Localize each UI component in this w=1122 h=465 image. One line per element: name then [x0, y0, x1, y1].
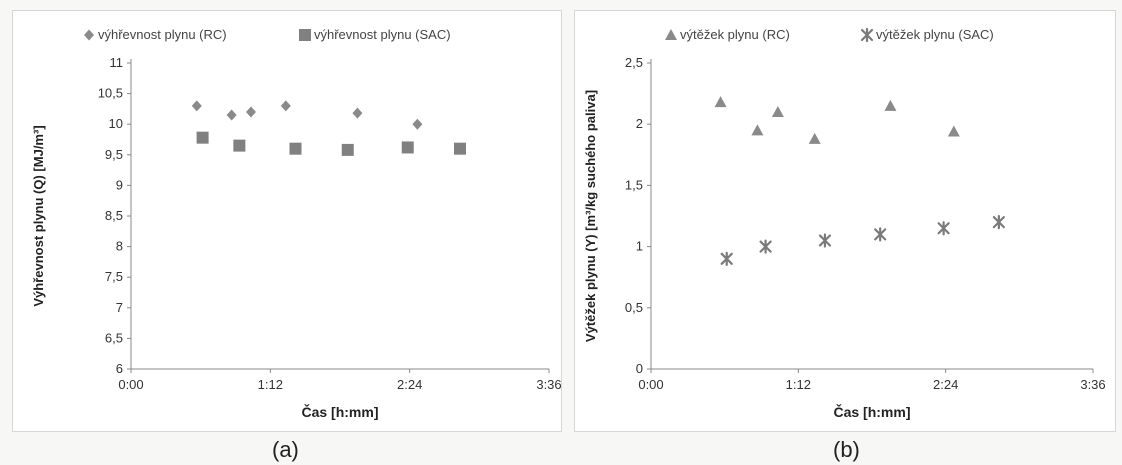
chart-panel-a: 6 6,5 7 7,5 8 8,5 9 9,5 10 10,5 11 0:00 1:12 2:24 3:36…	[12, 10, 562, 432]
chart-b-point-triangle	[714, 96, 727, 108]
chart-a-x-tick-label: 3:36	[536, 377, 561, 392]
chart-a-y-tick-label: 10,5	[98, 86, 123, 101]
chart-b-point-star	[720, 251, 733, 266]
chart-panel-b: 0 0,5 1 1,5 2 2,5 0:00 1:12 2:24 3:36 Čas [h:mm] Vý…	[574, 10, 1116, 432]
chart-a-y-tick-label: 6	[116, 361, 123, 376]
chart-a-point-square	[341, 143, 354, 156]
chart-b-point-triangle	[751, 124, 764, 136]
chart-a-y-tick-label: 9	[116, 177, 123, 192]
chart-b-y-tick-label: 0	[636, 361, 643, 376]
chart-a-y-tick-label: 9,5	[105, 147, 123, 162]
caption-b: (b)	[833, 437, 860, 462]
chart-b-y-tick-label: 1	[636, 239, 643, 254]
chart-a-y-tick-label: 7,5	[105, 269, 123, 284]
chart-b-point-star	[874, 227, 887, 242]
chart-b-y-tick-label: 1,5	[625, 177, 643, 192]
chart-b-legend-label: výtěžek plynu (SAC)	[876, 27, 994, 42]
chart-b-axes: 0 0,5 1 1,5 2 2,5 0:00 1:12 2:24 3:36	[625, 55, 1106, 392]
chart-a-x-tick-label: 2:24	[397, 377, 422, 392]
chart-a-y-tick-label: 8,5	[105, 208, 123, 223]
chart-a-point-square	[196, 131, 209, 144]
chart-b-y-tick-label: 2,5	[625, 55, 643, 70]
chart-b-legend-marker-star	[860, 27, 874, 43]
chart-b-point-star	[759, 239, 772, 254]
chart-b-legend-label: výtěžek plynu (RC)	[680, 27, 790, 42]
chart-a-legend-label: výhřevnost plynu (RC)	[98, 27, 227, 42]
chart-a-y-tick-label: 6,5	[105, 330, 123, 345]
chart-a-y-tick-label: 7	[116, 300, 123, 315]
chart-a-legend-marker-square	[299, 29, 311, 41]
chart-b-x-tick-label: 3:36	[1080, 377, 1105, 392]
chart-a-point-diamond	[245, 106, 256, 118]
chart-a-point-square	[453, 142, 466, 155]
chart-a-point-square	[289, 142, 302, 155]
chart-b-point-triangle	[947, 125, 960, 137]
chart-a-x-tick-label: 0:00	[118, 377, 143, 392]
chart-a-point-diamond	[191, 100, 202, 112]
chart-b-legend: výtěžek plynu (RC) výtěžek plynu (SAC)	[665, 27, 994, 43]
chart-a-point-square	[401, 141, 414, 154]
chart-a-legend-label: výhřevnost plynu (SAC)	[314, 27, 451, 42]
chart-b-y-axis-label: Výtěžek plynu (Y) [m³/kg suchého paliva]	[583, 90, 598, 342]
chart-a-point-diamond	[226, 109, 237, 121]
chart-b-x-tick-label: 1:12	[786, 377, 811, 392]
chart-a-y-tick-label: 8	[116, 239, 123, 254]
chart-a-legend-marker-diamond	[84, 29, 94, 41]
chart-b-point-triangle	[771, 105, 784, 117]
chart-a-y-axis-label: Výhřevnost plynu (Q) [MJ/m³]	[31, 125, 46, 306]
chart-b-series-0	[714, 96, 960, 144]
chart-b-point-triangle	[808, 132, 821, 144]
chart-a-point-diamond	[412, 118, 423, 130]
caption-a: (a)	[272, 437, 299, 462]
chart-a-legend: výhřevnost plynu (RC) výhřevnost plynu (S…	[84, 27, 451, 42]
chart-a-series-0	[191, 100, 423, 130]
chart-b-legend-marker-triangle	[665, 29, 677, 40]
chart-b-point-star	[937, 221, 950, 236]
chart-b-point-star	[818, 233, 832, 248]
chart-a-axes: 6 6,5 7 7,5 8 8,5 9 9,5 10 10,5 11 0:00 1:12 2:24 3:36	[98, 55, 562, 392]
chart-b-point-star	[992, 215, 1005, 230]
chart-b-x-axis-label: Čas [h:mm]	[833, 403, 910, 420]
chart-b-series-1	[720, 215, 1005, 266]
chart-b-svg: 0 0,5 1 1,5 2 2,5 0:00 1:12 2:24 3:36 Čas [h:mm] Vý…	[583, 27, 1106, 420]
chart-a-point-diamond	[280, 100, 291, 112]
chart-a-series-1	[196, 131, 466, 156]
chart-a-y-tick-label: 10	[109, 116, 123, 131]
chart-a-x-tick-label: 1:12	[258, 377, 283, 392]
chart-a-y-tick-label: 11	[110, 55, 124, 70]
chart-a-point-square	[233, 139, 246, 152]
chart-b-point-triangle	[884, 99, 897, 111]
chart-a-x-axis-label: Čas [h:mm]	[301, 403, 378, 420]
chart-b-x-tick-label: 0:00	[638, 377, 663, 392]
chart-b-y-tick-label: 2	[636, 116, 643, 131]
chart-a-svg: 6 6,5 7 7,5 8 8,5 9 9,5 10 10,5 11 0:00 1:12 2:24 3:36…	[31, 27, 562, 420]
chart-a-point-diamond	[352, 107, 363, 119]
chart-b-y-tick-label: 0,5	[625, 300, 643, 315]
chart-b-x-tick-label: 2:24	[933, 377, 958, 392]
